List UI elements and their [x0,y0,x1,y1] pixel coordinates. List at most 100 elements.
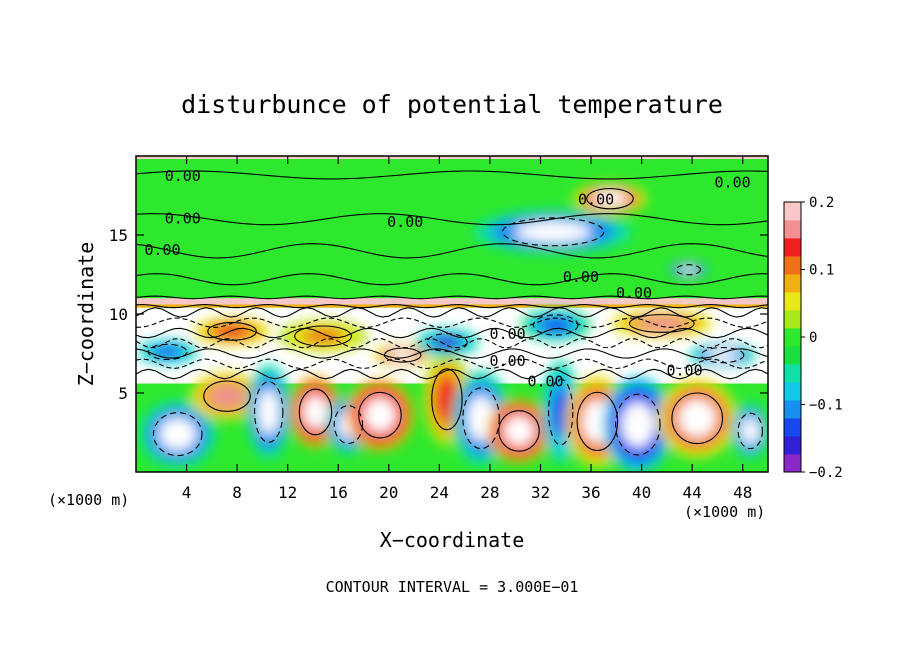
contour-ring-7 [333,405,364,445]
field-blob-core-23 [637,316,687,331]
field-band-warm [136,298,768,305]
contour-ring-21 [426,333,468,352]
colorbar-swatch-1 [784,436,801,455]
colorbar [783,201,802,473]
field-blob-core-14 [621,401,655,448]
x-tick-label-8: 36 [581,483,600,502]
x-tick-label-6: 28 [480,483,499,502]
colorbar-swatch-6 [784,346,801,365]
contour-ring-6 [298,388,333,436]
contour-layer-line-5 [136,317,768,328]
contour-label-10: 0.00 [527,372,563,390]
colorbar-swatch-4 [784,382,801,401]
x-tick-label-10: 44 [683,483,702,502]
contour-ring-4 [203,380,251,412]
contour-label-3: 0.00 [387,213,423,231]
contour-line-1 [136,213,768,226]
contour-labels: 0.000.000.000.000.000.000.000.000.000.00… [144,167,750,390]
contour-label-11: 0.00 [667,361,703,379]
field-blob-core-1 [592,191,628,207]
field-blob-core-9 [435,376,459,423]
contour-layer-line-3 [136,338,768,349]
field-blob-core-19 [301,328,345,344]
x-axis-label: X−coordinate [380,528,525,552]
x-unit-right: (×1000 m) [684,503,765,521]
y-tick-label-0: 5 [118,384,128,403]
colorbar-tick-label-2: 0 [809,330,817,346]
contour-line-0 [136,170,768,180]
contour-ring-1 [586,187,634,210]
contour-line-2 [136,243,768,259]
contour-ring-3 [152,412,203,457]
contour-ring-22 [532,314,579,336]
colorbar-ticks: 0.2 0.1 0 −0.1 −0.2 [801,195,843,481]
contour-label-7: 0.00 [616,284,652,302]
x-tick-label-2: 12 [278,483,297,502]
contour-label-0: 0.00 [165,167,201,185]
colorbar-swatch-10 [784,274,801,293]
contour-label-2: 0.00 [144,241,180,259]
y-tick-label-2: 15 [109,226,128,245]
contour-ring-0 [502,217,605,247]
colorbar-swatch-2 [784,418,801,437]
contour-ring-11 [498,410,540,452]
contour-layer-line-0 [136,368,768,380]
contour-line-4 [136,295,768,300]
field-blob-core-17 [153,346,183,358]
field-blob-core-15 [678,399,717,438]
contour-lines [136,170,768,457]
x-tick-label-4: 20 [379,483,398,502]
contour-interval-note: CONTOUR INTERVAL = 3.000E−01 [326,578,579,596]
x-tick-label-3: 16 [329,483,348,502]
contour-line-5 [136,303,768,309]
field-blob-core-12 [551,387,570,437]
field-blobs [137,182,768,472]
contour-ring-19 [294,325,352,347]
x-tick-label-1: 8 [232,483,242,502]
field-blob-core-0 [515,221,592,243]
contour-ring-13 [576,391,619,452]
contour-ring-9 [431,368,463,431]
field-blob-core-16 [741,417,760,445]
field-blob-core-24 [706,349,739,361]
colorbar-swatch-13 [784,220,801,239]
colorbar-swatch-9 [784,292,801,311]
contour-ring-10 [462,387,500,450]
x-tick-label-7: 32 [531,483,550,502]
colorbar-swatch-0 [784,454,801,473]
y-axis-label: Z−coordinate [74,242,98,387]
x-tick-label-9: 40 [632,483,651,502]
field-blob-core-6 [303,394,328,430]
field-blob-core-5 [258,389,280,435]
contour-ring-18 [207,321,257,341]
contour-label-4: 0.00 [578,191,614,209]
colorbar-tick-label-4: −0.2 [809,465,843,481]
field-blob-core-2 [679,265,698,274]
contour-layer-line-2 [136,348,768,359]
field-blob-core-3 [159,417,196,451]
contour-label-6: 0.00 [563,268,599,286]
x-axis-ticks: 4 8 12 16 20 24 28 32 36 40 44 48 [182,156,752,502]
colorbar-swatch-14 [784,202,801,221]
field-color-layer [136,156,768,472]
contour-ring-12 [548,378,574,446]
x-unit-left: (×1000 m) [48,491,129,509]
contour-ring-14 [615,393,661,456]
contour-ring-16 [737,412,763,450]
contour-ring-2 [675,264,702,276]
field-band-edge [136,304,768,308]
contour-ring-5 [254,381,284,443]
chart-title: disturbunce of potential temperature [181,90,723,119]
y-axis-ticks: 5 10 15 [109,226,768,403]
contour-label-1: 0.00 [165,210,201,228]
field-band-top [136,156,768,159]
contour-ring-23 [628,314,695,333]
contour-layer-line-1 [136,358,768,370]
field-blob-core-11 [503,415,535,447]
contour-layer-line-6 [136,307,768,318]
colorbar-tick-label-3: −0.1 [809,398,843,414]
colorbar-swatch-7 [784,328,801,347]
contour-ring-15 [671,392,724,445]
contour-ring-8 [358,391,402,439]
